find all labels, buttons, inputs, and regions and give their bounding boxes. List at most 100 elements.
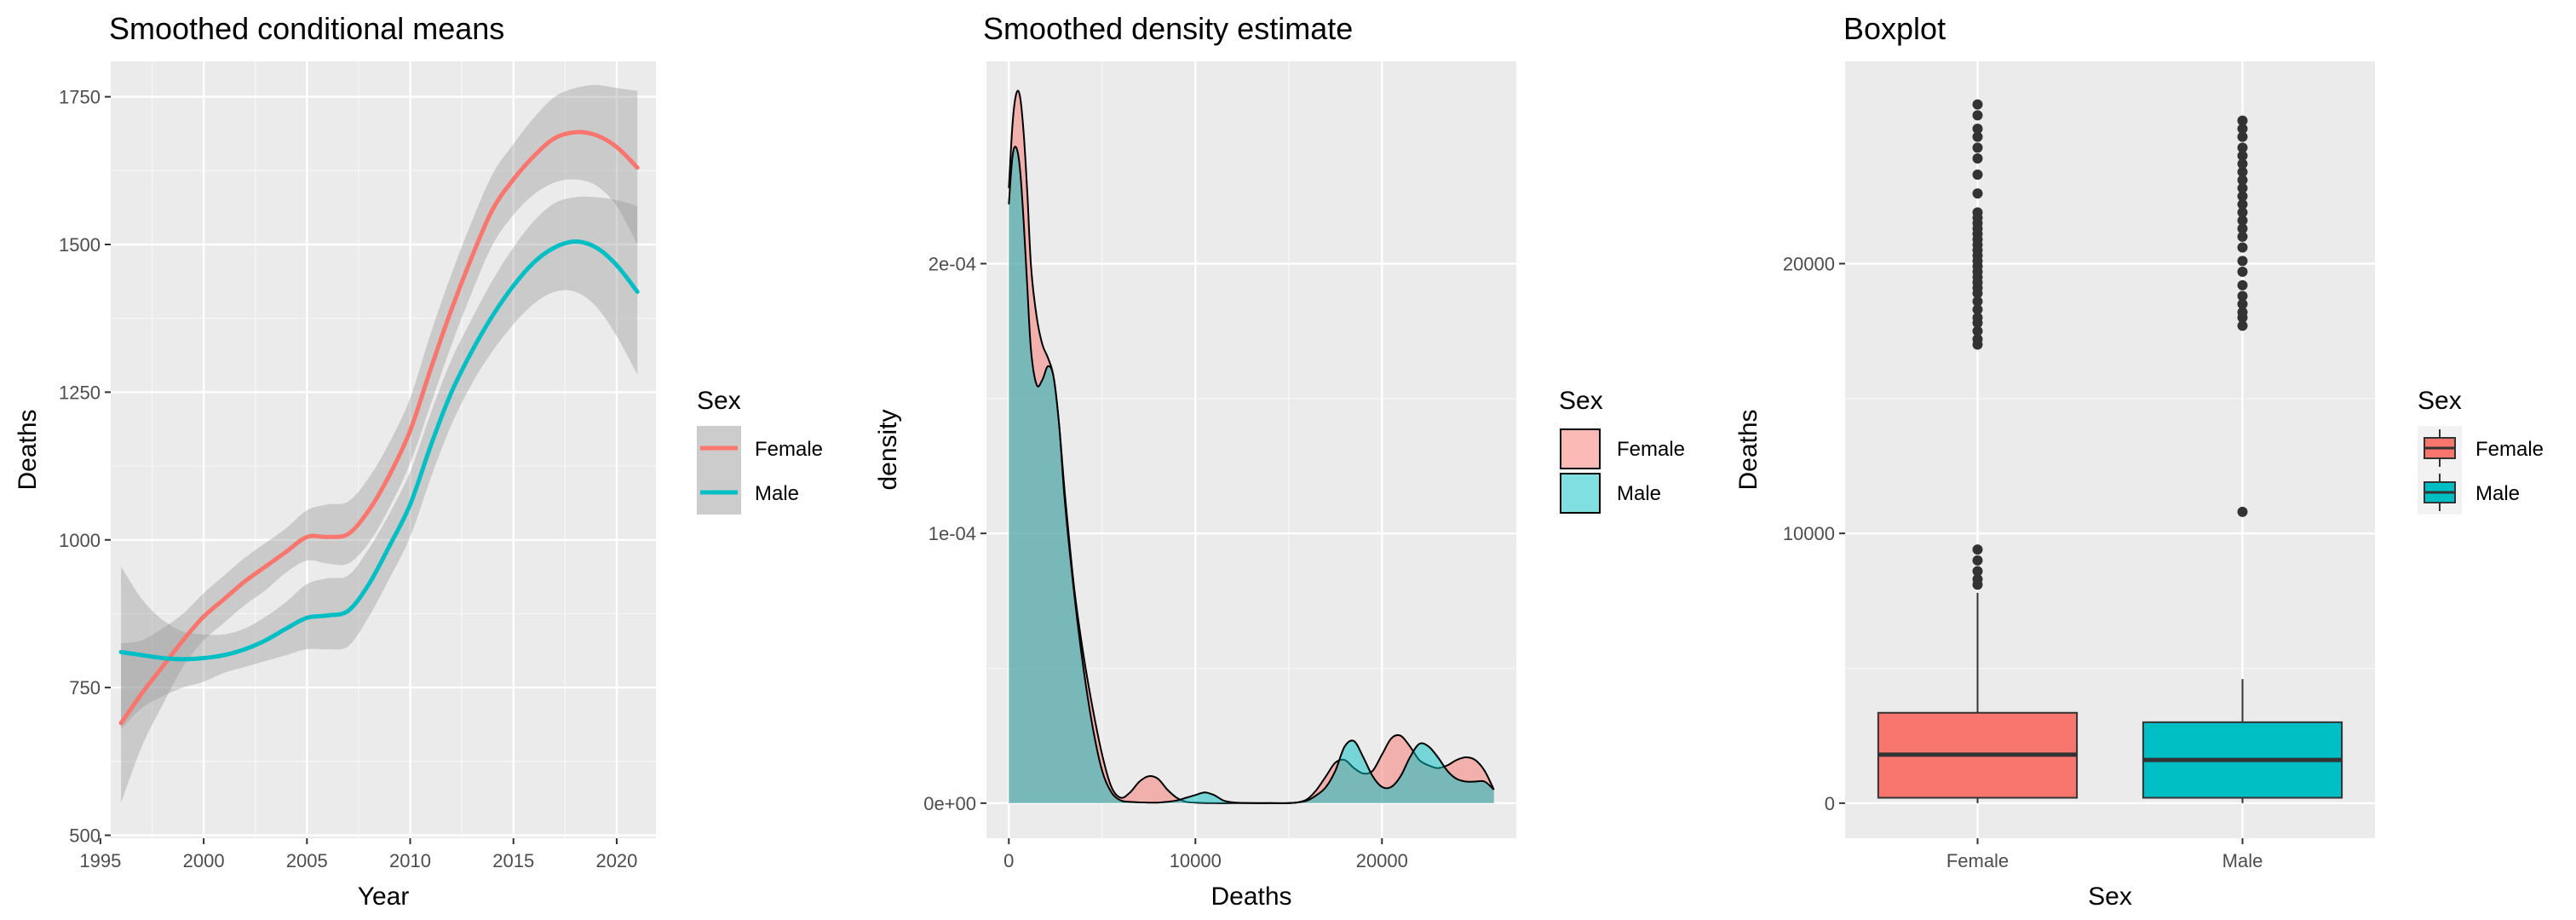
boxplot-plot-panel xyxy=(1845,61,2375,838)
outlier-point-female xyxy=(1972,188,1983,199)
series-line-male xyxy=(118,239,640,662)
smooth-y-tick-label: 500 xyxy=(69,825,101,847)
confidence-band-male xyxy=(121,196,638,729)
smooth-y-tick-label: 1250 xyxy=(59,382,101,403)
outlier-point-female xyxy=(1972,566,1983,577)
smooth-gridlines xyxy=(99,61,656,838)
density-legend: Sex Female Male xyxy=(1559,387,1685,514)
smooth-legend-label-female: Female xyxy=(755,438,823,461)
outlier-point-female xyxy=(1972,142,1983,153)
boxplot-legend: Sex Female Male xyxy=(2418,387,2544,515)
density-x-tick-label: 20000 xyxy=(1356,850,1408,871)
boxplot-legend-label-female: Female xyxy=(2475,438,2544,461)
density-legend-swatch-male xyxy=(1560,473,1601,514)
smooth-legend: Sex Female Male xyxy=(697,387,823,515)
outlier-point-male xyxy=(2237,142,2248,153)
outlier-point-male xyxy=(2237,242,2248,253)
outlier-point-female xyxy=(1972,131,1983,142)
outlier-point-female xyxy=(1972,124,1983,135)
smooth-y-tick-label: 1000 xyxy=(59,530,101,551)
density-chart: Smoothed density estimate 0e+00 1e-04 2e-0… xyxy=(874,11,1685,911)
density-gridlines xyxy=(986,61,1516,838)
outlier-point-male xyxy=(2237,166,2248,177)
smooth-x-tick-label: 2005 xyxy=(286,850,328,871)
smooth-y-axis-label: Deaths xyxy=(14,409,42,490)
smooth-x-tick-label: 2020 xyxy=(595,850,637,871)
outlier-point-female xyxy=(1972,312,1983,323)
density-x-axis-label: Deaths xyxy=(1210,883,1291,911)
boxplot-y-tick-label: 0 xyxy=(1825,793,1835,814)
smooth-x-tick-label: 2010 xyxy=(389,850,431,871)
outlier-point-female xyxy=(1972,544,1983,555)
smooth-chart: Smoothed conditional means 500 750 1000 125… xyxy=(14,11,823,911)
outlier-point-female xyxy=(1972,304,1983,315)
outlier-point-male xyxy=(2237,231,2248,242)
density-axis-ticks: 0e+00 1e-04 2e-04 0 10000 20000 xyxy=(923,254,1408,872)
smooth-axis-ticks: 500 750 1000 1250 1500 1750 1995 2000 2005 2010 20… xyxy=(59,87,637,871)
smooth-x-tick-label: 1995 xyxy=(79,850,121,871)
boxplot-legend-label-male: Male xyxy=(2475,482,2520,505)
density-outline-male xyxy=(1008,146,1495,804)
outlier-point-male xyxy=(2237,267,2248,277)
outlier-point-female xyxy=(1972,170,1983,180)
outlier-point-male xyxy=(2237,320,2248,331)
series-line-female xyxy=(118,129,640,726)
outlier-point-male xyxy=(2237,124,2248,135)
density-x-tick-label: 10000 xyxy=(1170,850,1222,871)
boxplot-y-axis-label: Deaths xyxy=(1734,409,1762,490)
confidence-band-female xyxy=(121,84,638,803)
density-chart-title: Smoothed density estimate xyxy=(983,11,1353,46)
outlier-point-male xyxy=(2237,198,2248,210)
outlier-point-male xyxy=(2237,215,2248,226)
outlier-point-female xyxy=(1972,153,1983,164)
outlier-point-female xyxy=(1972,207,1983,218)
outlier-point-male xyxy=(2237,506,2248,517)
smooth-legend-title: Sex xyxy=(697,387,741,415)
boxplot-chart-title: Boxplot xyxy=(1843,11,1946,46)
outlier-point-male xyxy=(2237,131,2248,142)
outlier-point-male xyxy=(2237,290,2248,302)
boxplot-x-tick-label: Female xyxy=(1946,850,2009,871)
boxplot-x-tick-label: Male xyxy=(2222,850,2263,871)
smooth-x-axis-label: Year xyxy=(358,883,410,911)
boxplot-legend-title: Sex xyxy=(2418,387,2462,415)
outlier-point-male xyxy=(2237,207,2248,218)
outlier-point-female xyxy=(1972,99,1983,110)
outlier-point-male xyxy=(2237,182,2248,193)
smooth-legend-label-male: Male xyxy=(755,482,799,505)
smooth-y-tick-label: 1500 xyxy=(59,234,101,256)
smooth-x-tick-label: 2000 xyxy=(183,850,225,871)
density-y-tick-label: 2e-04 xyxy=(929,254,976,275)
density-y-axis-label: density xyxy=(874,409,902,490)
boxplot-y-tick-label: 10000 xyxy=(1783,523,1835,544)
outlier-point-male xyxy=(2237,115,2248,126)
outlier-point-male xyxy=(2237,158,2248,170)
outlier-point-male xyxy=(2237,191,2248,202)
outlier-point-female xyxy=(1972,296,1983,307)
density-legend-label-male: Male xyxy=(1617,482,1661,505)
density-legend-title: Sex xyxy=(1559,387,1603,415)
smooth-x-tick-label: 2015 xyxy=(492,850,534,871)
smooth-y-tick-label: 750 xyxy=(69,677,101,699)
density-y-tick-label: 0e+00 xyxy=(923,793,976,814)
outlier-point-male xyxy=(2237,256,2248,267)
smooth-y-tick-label: 1750 xyxy=(59,87,101,108)
boxplot-y-tick-label: 20000 xyxy=(1783,254,1835,275)
boxplot-data-layer xyxy=(1877,99,2343,803)
density-y-tick-label: 1e-04 xyxy=(929,523,976,544)
outlier-point-male xyxy=(2237,279,2248,290)
outlier-point-female xyxy=(1972,325,1983,336)
outlier-point-male xyxy=(2237,150,2248,161)
density-area-male xyxy=(1009,147,1494,803)
density-x-tick-label: 0 xyxy=(1003,850,1014,871)
density-legend-swatch-female xyxy=(1560,428,1601,469)
outlier-point-female xyxy=(1972,555,1983,566)
density-legend-label-female: Female xyxy=(1617,438,1685,461)
boxplot-axis-ticks: 0 10000 20000 Female Male xyxy=(1783,254,2263,872)
boxplot-x-axis-label: Sex xyxy=(2088,883,2132,911)
boxplot-chart: Boxplot 0 10000 20000 Female Male Sex Deaths… xyxy=(1734,11,2544,911)
smooth-data-layer xyxy=(118,84,640,803)
outlier-point-male xyxy=(2237,223,2248,234)
outlier-point-female xyxy=(1972,334,1983,345)
